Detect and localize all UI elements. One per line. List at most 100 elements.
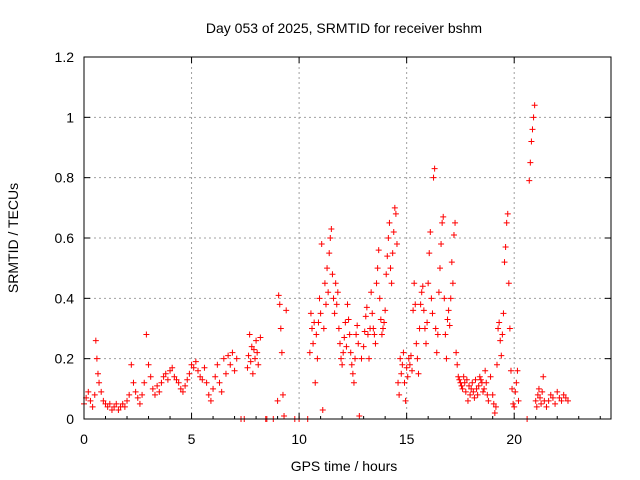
data-point (352, 355, 359, 362)
data-point (108, 406, 115, 413)
data-point (145, 361, 152, 368)
data-point (554, 388, 561, 395)
data-point (417, 301, 424, 308)
data-point (132, 388, 139, 395)
data-point (355, 340, 362, 347)
data-point (487, 373, 494, 380)
data-point (366, 355, 373, 362)
data-point (398, 370, 405, 377)
data-point (192, 358, 199, 365)
data-point (530, 114, 537, 121)
data-point (531, 102, 538, 109)
data-point (473, 385, 480, 392)
data-point (467, 391, 474, 398)
data-point (428, 295, 435, 302)
data-point (427, 228, 434, 235)
data-point (545, 397, 552, 404)
data-point (480, 388, 487, 395)
data-point (319, 406, 326, 413)
data-point (143, 331, 150, 338)
data-point (327, 235, 334, 241)
data-point (562, 394, 569, 401)
data-point (350, 379, 357, 386)
data-point (199, 376, 206, 383)
data-point (130, 379, 137, 386)
data-point (447, 295, 454, 302)
data-point (400, 349, 407, 356)
data-point (332, 280, 339, 287)
data-point (281, 412, 288, 419)
data-point (317, 310, 324, 317)
y-tick-label: 0 (66, 411, 74, 427)
data-point (514, 367, 521, 374)
data-point (498, 352, 505, 359)
x-tick-label: 5 (188, 431, 196, 447)
axis-ticks (83, 56, 611, 420)
data-point (446, 322, 453, 329)
data-point (537, 394, 544, 401)
data-point (190, 364, 197, 371)
data-point (331, 310, 338, 317)
data-point (466, 382, 473, 389)
data-point (501, 259, 508, 266)
data-point (543, 403, 550, 410)
data-point (492, 403, 499, 410)
data-point (556, 394, 563, 401)
data-point (526, 177, 533, 184)
data-point (497, 337, 504, 344)
data-point (462, 388, 469, 395)
data-point (490, 400, 497, 407)
data-point (532, 397, 539, 404)
data-point (535, 385, 542, 392)
grid-layer (84, 57, 611, 419)
data-point (338, 355, 345, 362)
data-point (283, 307, 290, 314)
data-point (482, 367, 489, 374)
data-point (425, 280, 432, 287)
data-point (540, 373, 547, 380)
y-tick-label: 0.8 (55, 170, 75, 186)
data-point (197, 373, 204, 380)
data-point (212, 373, 219, 380)
data-point (370, 325, 377, 332)
data-point (368, 289, 375, 296)
data-point (396, 391, 403, 398)
data-point (321, 280, 328, 287)
data-point (377, 316, 384, 323)
data-point (448, 259, 455, 266)
data-point (207, 397, 214, 404)
data-point (415, 370, 422, 377)
data-point (278, 349, 285, 356)
data-point (439, 219, 446, 226)
data-point (356, 412, 363, 419)
data-point (254, 349, 261, 356)
data-point (245, 352, 252, 359)
data-point (441, 295, 448, 302)
data-point (279, 391, 286, 398)
data-point (384, 253, 391, 260)
data-point (373, 280, 380, 287)
data-point (430, 174, 437, 181)
data-point (363, 304, 370, 311)
data-point (560, 391, 567, 398)
data-point (312, 379, 319, 386)
data-point (375, 247, 382, 254)
data-point (139, 391, 146, 398)
data-point (227, 361, 234, 368)
data-point (388, 280, 395, 287)
data-point (443, 355, 450, 362)
data-point (504, 210, 511, 217)
data-point (371, 331, 378, 338)
data-point (177, 385, 184, 392)
data-point (253, 337, 260, 344)
data-point (249, 370, 256, 377)
data-point (96, 379, 103, 386)
data-point (345, 316, 352, 323)
data-point (162, 370, 169, 377)
data-point (444, 316, 451, 323)
data-point (128, 361, 135, 368)
data-point (431, 165, 438, 172)
data-point (329, 271, 336, 278)
data-point (141, 379, 148, 386)
y-tick-label: 0.2 (55, 351, 75, 367)
